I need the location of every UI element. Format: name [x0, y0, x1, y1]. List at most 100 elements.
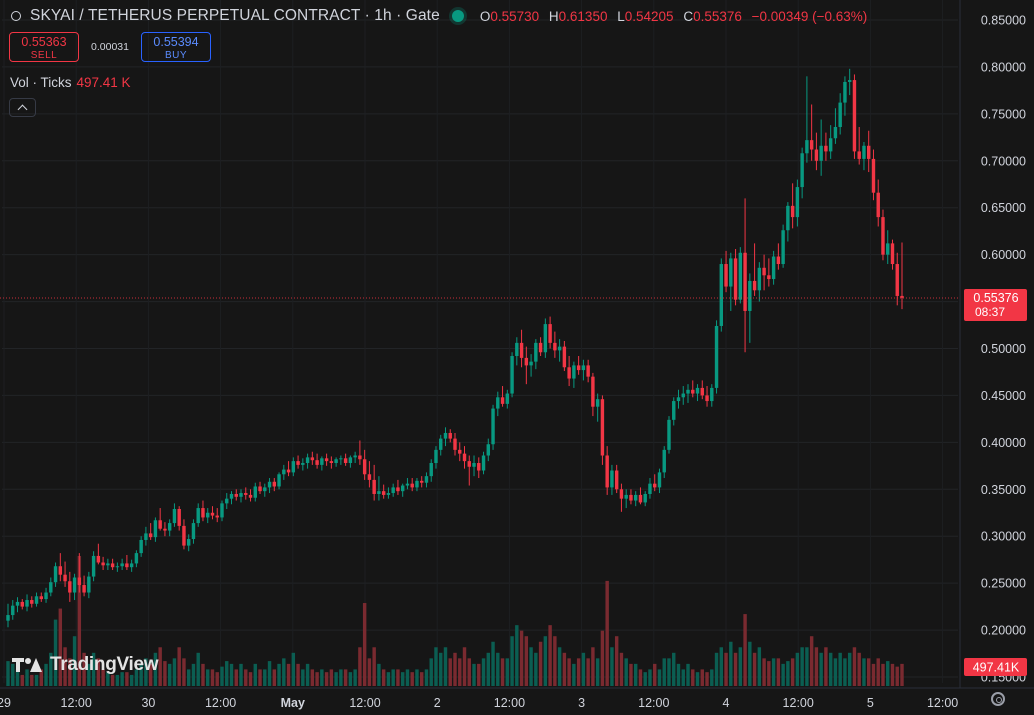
candle-body	[562, 346, 567, 368]
volume-bar	[833, 658, 838, 686]
candle-body	[486, 444, 490, 456]
ohlc-close-key: C	[683, 8, 694, 24]
volume-bar	[210, 669, 215, 686]
volume-bar	[158, 647, 162, 686]
volume-bar	[505, 658, 510, 686]
volume-bar	[429, 658, 433, 686]
time-tick-label: 12:00	[783, 696, 814, 710]
volume-bar	[843, 658, 847, 686]
volume-bar	[167, 663, 172, 686]
sell-price: 0.55363	[21, 35, 67, 49]
volume-legend[interactable]: Vol · Ticks 497.41 K	[10, 75, 131, 90]
volume-bar	[272, 669, 277, 686]
volume-bar	[239, 663, 243, 686]
collapse-legend-button[interactable]	[9, 98, 36, 117]
volume-bar	[58, 608, 63, 686]
candle-body	[139, 539, 143, 554]
trade-panel: 0.55363 SELL 0.00031 0.55394 BUY	[9, 32, 211, 62]
candle-body	[748, 280, 752, 311]
buy-price: 0.55394	[153, 35, 199, 49]
volume-bar	[790, 658, 795, 686]
candle-body	[11, 605, 15, 616]
volume-bar	[153, 652, 158, 686]
volume-bars	[6, 556, 904, 686]
price-badge-value: 0.55376	[973, 291, 1018, 305]
candle-body	[68, 581, 72, 593]
volume-bar	[648, 669, 652, 686]
volume-bar	[653, 663, 657, 686]
volume-bar	[672, 652, 676, 686]
tradingview-logo[interactable]: TradingView	[12, 654, 159, 676]
candle-body	[876, 192, 880, 218]
candle-body	[63, 574, 67, 582]
volume-bar	[381, 669, 386, 686]
volume-bar	[68, 658, 72, 686]
candle-body	[852, 80, 857, 152]
candle-body	[134, 553, 139, 564]
price-tick-label: 0.45000	[981, 389, 1026, 403]
candle-body	[158, 520, 162, 529]
time-tick-label: 12:00	[349, 696, 380, 710]
volume-bar	[410, 672, 414, 686]
candle-body	[87, 576, 91, 593]
price-tick-label: 0.85000	[981, 14, 1026, 28]
volume-bar	[191, 663, 196, 686]
volume-bar	[49, 652, 53, 686]
candle-body	[291, 461, 296, 473]
candle-body	[500, 397, 505, 404]
volume-bar	[11, 663, 15, 686]
volume-bar	[610, 647, 614, 686]
candle-body	[790, 205, 795, 218]
volume-bar	[591, 647, 595, 686]
sell-button[interactable]: 0.55363 SELL	[9, 32, 79, 62]
buy-button[interactable]: 0.55394 BUY	[141, 32, 211, 62]
time-axis[interactable]: 29 12:00 30 12:00 May 12:00 2 12:00 3 12:00 4 12:00…	[0, 696, 958, 710]
volume-bar	[695, 672, 700, 686]
candle-body	[548, 324, 552, 343]
candle-body	[847, 80, 852, 82]
volume-bar	[82, 652, 86, 686]
candle-body	[305, 457, 310, 464]
volume-bar	[719, 647, 724, 686]
volume-bar	[543, 636, 548, 686]
volume-bar	[353, 669, 357, 686]
candle-body	[396, 487, 400, 492]
ohlc-high-key: H	[548, 8, 559, 24]
gear-icon[interactable]	[991, 692, 1005, 706]
market-open-dot	[451, 10, 464, 22]
sell-label: SELL	[30, 50, 58, 61]
symbol-title[interactable]: SKYAI / TETHERUS PERPETUAL CONTRACT · 1h…	[30, 7, 440, 24]
volume-bar	[581, 652, 586, 686]
volume-bar	[215, 672, 219, 686]
volume-bar	[405, 669, 410, 686]
candle-body	[20, 601, 24, 607]
price-tick-label: 0.20000	[981, 624, 1026, 638]
volume-bar	[567, 658, 571, 686]
candle-body	[39, 596, 43, 600]
price-axis[interactable]: 0.85000 0.80000 0.75000 0.70000 0.65000 0.600…	[981, 14, 1026, 685]
ohlc-open-value: 0.55730	[490, 8, 540, 24]
volume-bar	[748, 641, 752, 686]
candle-body	[752, 280, 757, 291]
volume-bar	[343, 669, 348, 686]
candle-body	[672, 401, 676, 420]
candle-body	[244, 493, 248, 495]
volume-bar	[629, 663, 633, 686]
volume-bar	[25, 669, 29, 686]
price-badge-countdown: 08:37	[975, 305, 1005, 319]
candle-body	[515, 342, 519, 357]
candle-body	[410, 483, 414, 488]
candle-body	[843, 81, 847, 103]
candle-body	[524, 357, 529, 366]
volume-bar	[890, 663, 895, 686]
volume-bar	[643, 672, 647, 686]
volume-bar	[305, 663, 310, 686]
time-tick-label: 12:00	[927, 696, 958, 710]
volume-bar	[862, 658, 866, 686]
candle-body	[353, 455, 357, 458]
volume-bar	[576, 658, 581, 686]
candle-body	[557, 346, 562, 351]
candle-body	[738, 252, 743, 300]
candle-body	[591, 376, 595, 407]
